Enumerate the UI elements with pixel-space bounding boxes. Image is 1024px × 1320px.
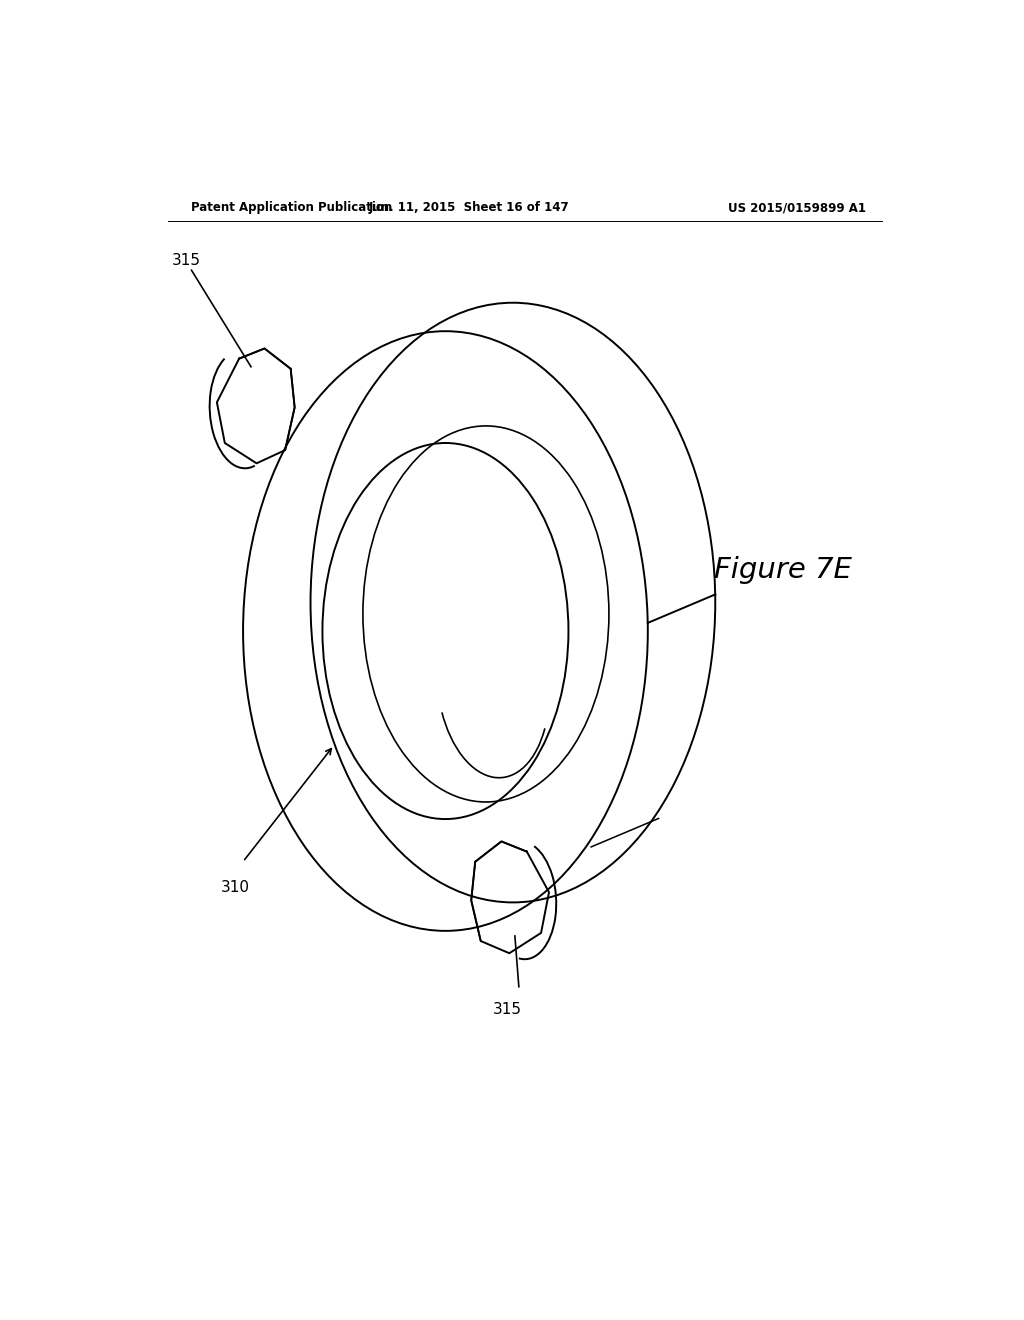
Text: Patent Application Publication: Patent Application Publication xyxy=(191,201,393,214)
Text: 310: 310 xyxy=(220,880,250,895)
Text: Figure 7E: Figure 7E xyxy=(714,556,852,583)
Text: Jun. 11, 2015  Sheet 16 of 147: Jun. 11, 2015 Sheet 16 of 147 xyxy=(369,201,569,214)
Text: US 2015/0159899 A1: US 2015/0159899 A1 xyxy=(728,201,866,214)
Text: 315: 315 xyxy=(172,252,201,268)
Text: 315: 315 xyxy=(493,1002,521,1016)
